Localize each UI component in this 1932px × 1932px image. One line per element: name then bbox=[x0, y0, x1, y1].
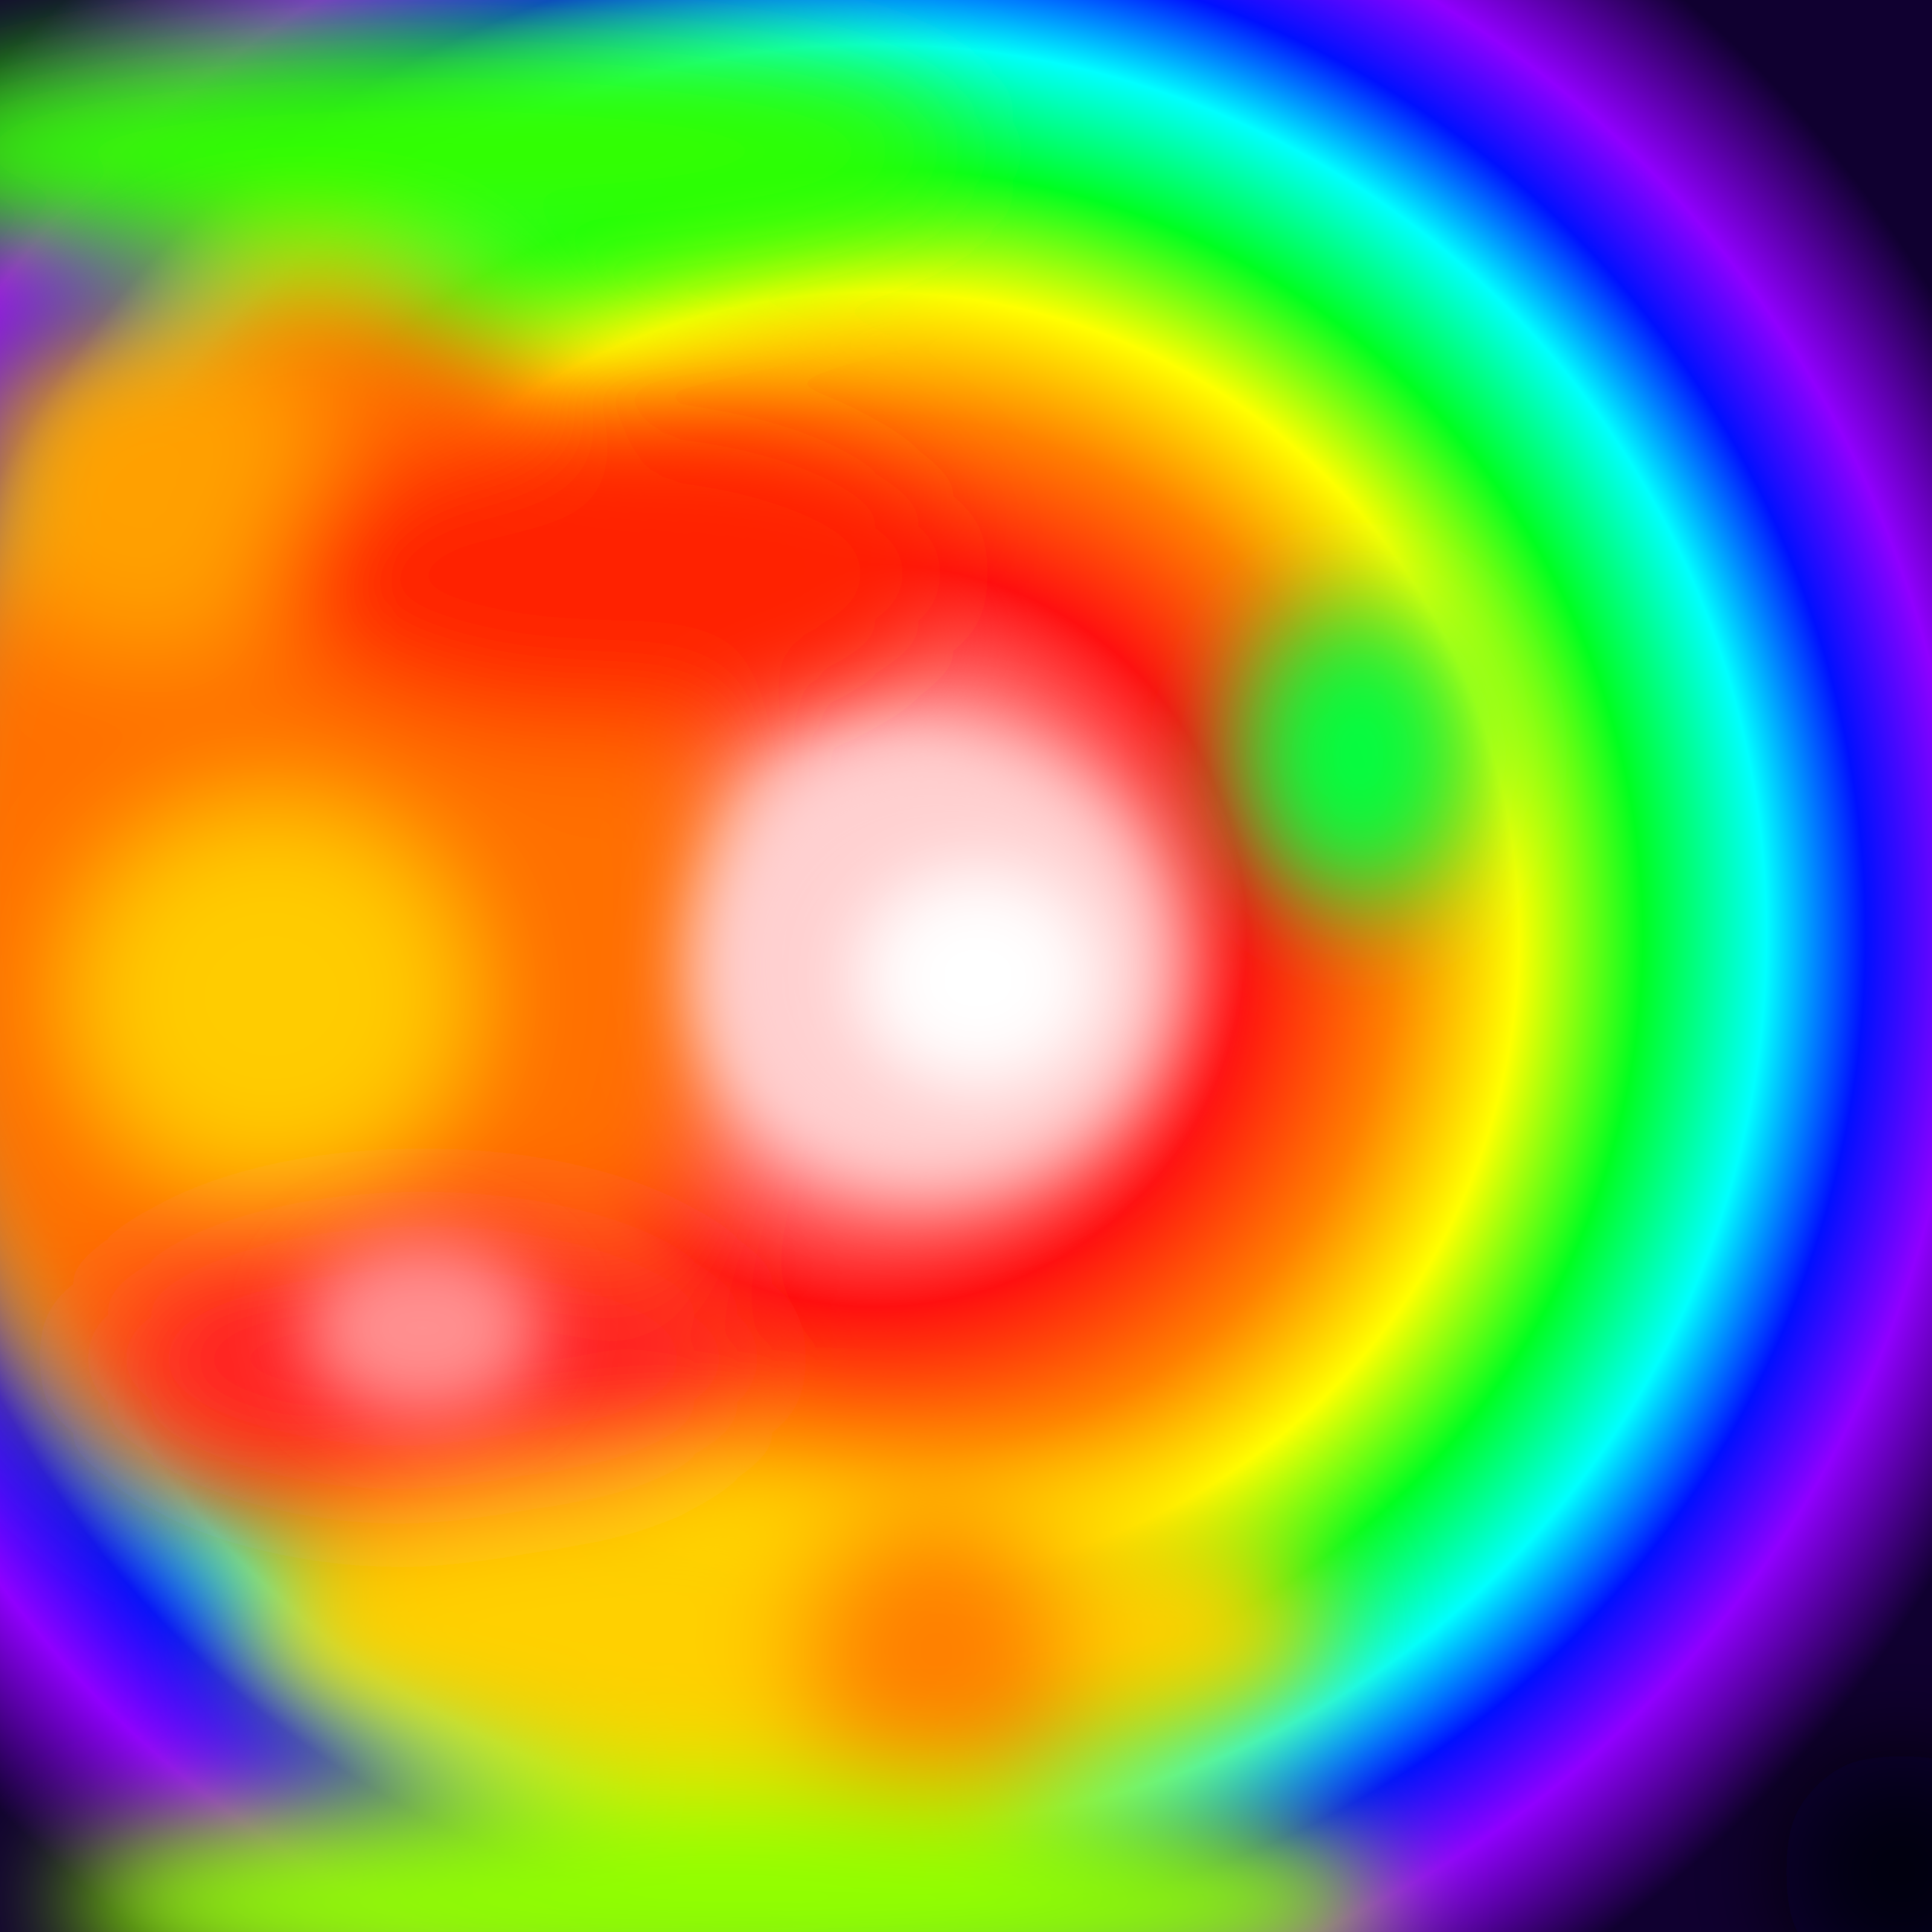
field-overlays bbox=[0, 30, 1932, 1932]
corner-dark bbox=[1781, 1751, 1932, 1932]
upper-red bbox=[272, 417, 936, 731]
right-green-notch bbox=[1238, 604, 1479, 906]
lower-pink bbox=[302, 1238, 543, 1419]
left-yellow bbox=[72, 803, 471, 1189]
bottom-yellow bbox=[242, 1473, 1328, 1787]
hot-core bbox=[302, 737, 1177, 1419]
left-top-orange bbox=[0, 314, 332, 652]
bottom-orange bbox=[797, 1503, 1075, 1817]
bottom-green bbox=[60, 1781, 1389, 1932]
top-green bbox=[0, 30, 966, 272]
core-white bbox=[857, 869, 1099, 1087]
